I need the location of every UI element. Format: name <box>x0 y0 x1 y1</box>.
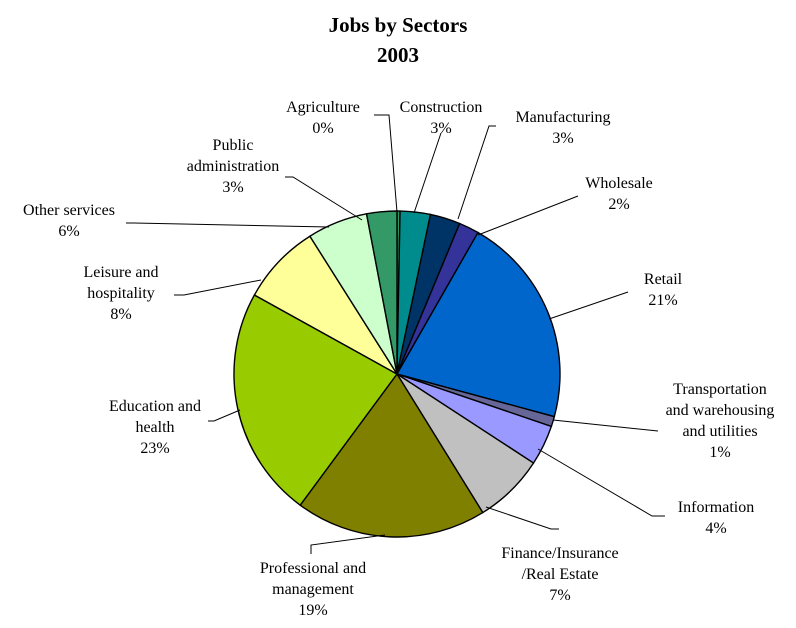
slice-percent: 3% <box>222 179 243 196</box>
slice-label-line: and utilities <box>682 423 757 440</box>
slice-percent: 23% <box>140 440 169 457</box>
leader-line <box>413 132 442 214</box>
slice-percent: 19% <box>298 602 327 619</box>
slice-labels: Agriculture 0%Construction 3%Manufacturing… <box>23 99 774 619</box>
slice-label: Education and health 23% <box>109 398 201 457</box>
slice-percent: 0% <box>312 120 333 137</box>
slice-label-line: Wholesale <box>585 175 653 192</box>
leader-line <box>126 222 330 228</box>
slice-label-line: Agriculture <box>286 99 360 116</box>
leader-line <box>552 419 659 432</box>
slice-percent: 21% <box>648 292 677 309</box>
slice-percent: 6% <box>58 223 79 240</box>
leader-lines <box>126 114 665 554</box>
slice-label: Transportation and warehousing and utiliti… <box>666 381 775 461</box>
slice-label-line: Transportation <box>673 381 767 398</box>
leader-line <box>477 195 579 236</box>
slice-label-line: Public <box>213 137 254 154</box>
pie-slice <box>395 231 561 418</box>
slice-label-line: and warehousing <box>666 402 775 419</box>
slice-label: Manufacturing 3% <box>515 109 610 147</box>
pie-slice <box>299 372 484 538</box>
slice-percent: 8% <box>110 306 131 323</box>
leader-line <box>548 291 629 320</box>
slice-percent: 4% <box>705 520 726 537</box>
slice-label: Information 4% <box>678 499 754 537</box>
slice-label-line: hospitality <box>87 285 155 302</box>
slice-label-line: Education and <box>109 398 201 415</box>
slice-label-line: Other services <box>23 202 115 219</box>
slice-label: Wholesale 2% <box>585 175 653 213</box>
slice-label: Construction 3% <box>400 99 483 137</box>
leader-line <box>174 279 262 296</box>
leader-line <box>285 176 363 221</box>
slice-label-line: Finance/Insurance <box>501 545 618 562</box>
slice-label-line: Leisure and <box>83 264 158 281</box>
slice-percent: 1% <box>709 444 730 461</box>
slice-percent: 2% <box>608 196 629 213</box>
slice-label-line: Retail <box>644 271 683 288</box>
leader-line <box>485 506 559 530</box>
slice-label-line: Information <box>678 499 754 516</box>
chart-title: Jobs by Sectors <box>329 13 468 37</box>
slice-label: Public administration 3% <box>187 137 279 196</box>
leader-line <box>310 534 386 554</box>
slice-percent: 3% <box>430 120 451 137</box>
slice-percent: 3% <box>552 130 573 147</box>
slice-label-line: /Real Estate <box>522 566 599 583</box>
slice-label: Finance/Insurance/Real Estate 7% <box>501 545 618 604</box>
leader-line <box>457 125 496 220</box>
pie-slices <box>233 210 561 538</box>
slice-label-line: Professional and <box>260 560 366 577</box>
slice-label: Leisure and hospitality 8% <box>83 264 158 323</box>
leader-line <box>374 114 398 213</box>
slice-label: Other services 6% <box>23 202 115 240</box>
slice-label-line: administration <box>187 158 279 175</box>
slice-label-line: Manufacturing <box>515 109 610 126</box>
slice-label: Professional and management 19% <box>260 560 366 619</box>
leader-line <box>208 409 241 422</box>
slice-label-line: management <box>272 581 354 598</box>
pie-slice <box>233 294 399 507</box>
slice-label-line: Construction <box>400 99 483 116</box>
slice-label: Retail 21% <box>644 271 683 309</box>
slice-percent: 7% <box>549 587 570 604</box>
leader-line <box>537 448 665 517</box>
slice-label: Agriculture 0% <box>286 99 360 137</box>
chart-subtitle: 2003 <box>377 43 419 67</box>
slice-label-line: health <box>135 419 174 436</box>
